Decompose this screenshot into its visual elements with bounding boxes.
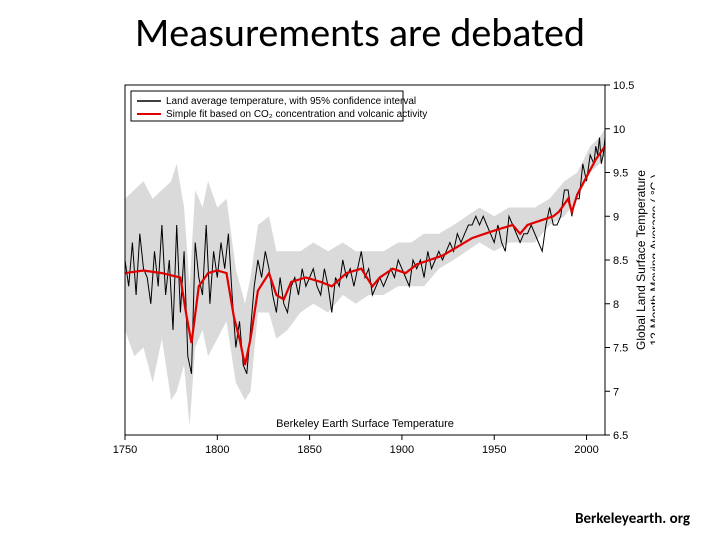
x-tick-label: 1850 xyxy=(297,444,321,456)
y-tick-label: 7 xyxy=(613,386,619,398)
x-tick-label: 1900 xyxy=(390,444,414,456)
slide-title: Measurements are debated xyxy=(0,8,720,57)
chart-caption: Berkeley Earth Surface Temperature xyxy=(276,418,454,430)
legend-label: Land average temperature, with 95% confi… xyxy=(166,96,416,107)
y-tick-label: 10.5 xyxy=(613,80,634,92)
y-tick-label: 7.5 xyxy=(613,343,628,355)
y-tick-label: 8.5 xyxy=(613,255,628,267)
y-axis-label: Global Land Surface Temperature12-Month … xyxy=(634,170,655,350)
y-tick-label: 8 xyxy=(613,299,619,311)
x-tick-label: 2000 xyxy=(574,444,598,456)
legend-label: Simple fit based on CO₂ concentration an… xyxy=(166,109,427,120)
y-tick-label: 6.5 xyxy=(613,430,628,442)
x-tick-label: 1750 xyxy=(113,444,137,456)
y-tick-label: 10 xyxy=(613,124,625,136)
x-tick-label: 1800 xyxy=(205,444,229,456)
y-tick-label: 9.5 xyxy=(613,168,628,180)
x-tick-label: 1950 xyxy=(482,444,506,456)
source-credit: Berkeleyearth. org xyxy=(575,510,690,528)
temperature-chart: 1750 1800 1850 1900 1950 2000 6.5 7 7.5 8 8.5 9 9.5 1… xyxy=(105,75,655,475)
y-tick-label: 9 xyxy=(613,211,619,223)
